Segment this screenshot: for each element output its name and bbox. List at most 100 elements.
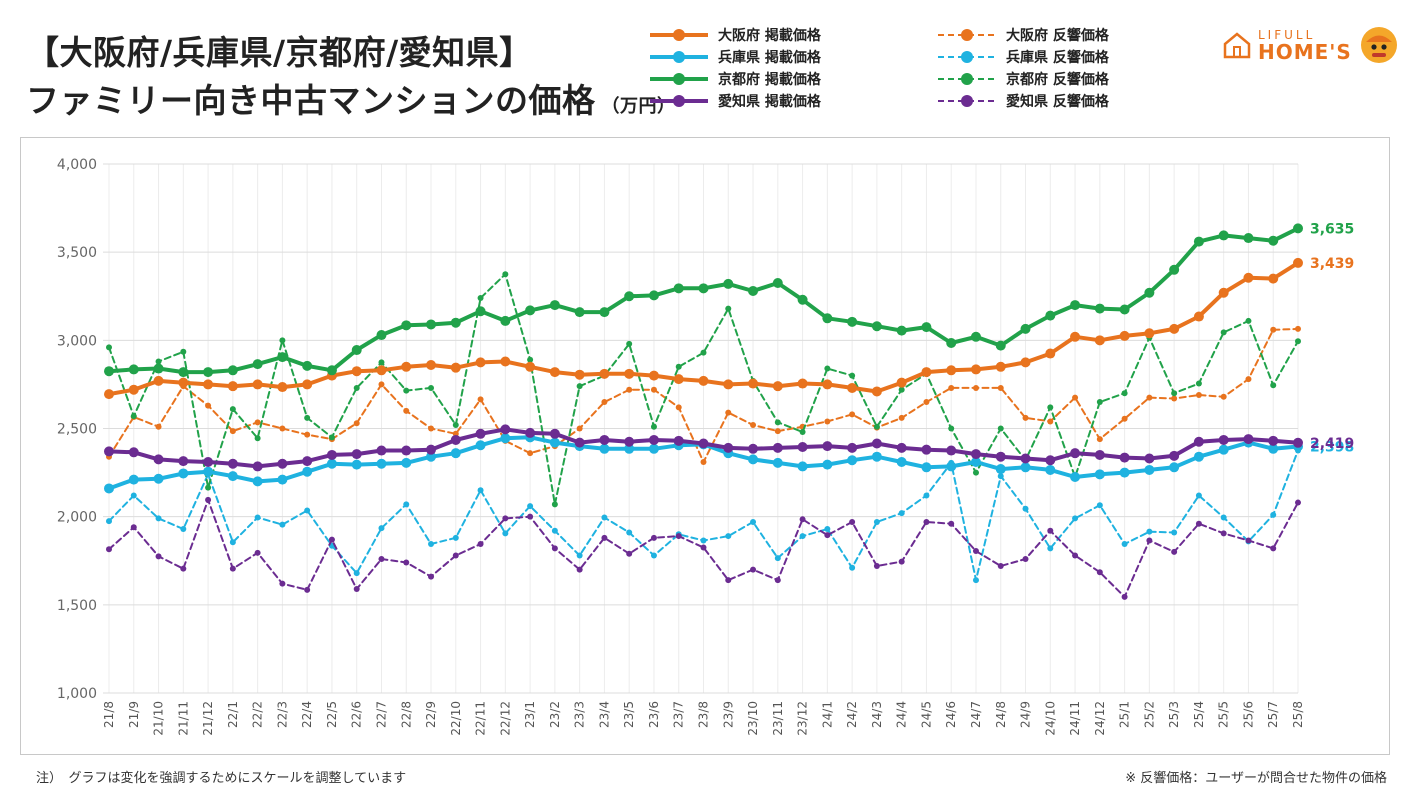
legend-item-aichi-inquiry[interactable]: 愛知県 反響価格: [936, 90, 1109, 112]
data-point: [1045, 348, 1056, 359]
data-point: [1169, 462, 1180, 473]
data-point: [923, 492, 930, 499]
x-tick-label: 23/3: [573, 701, 587, 728]
data-point: [153, 363, 164, 374]
x-tick-label: 22/10: [449, 701, 463, 736]
data-point: [847, 316, 858, 327]
data-point: [302, 466, 313, 477]
data-point: [328, 434, 335, 441]
x-tick-label: 23/9: [721, 701, 735, 728]
data-point: [1047, 418, 1054, 425]
legend-item-hyogo-inquiry[interactable]: 兵庫県 反響価格: [936, 46, 1109, 68]
data-point: [549, 428, 560, 439]
data-point: [130, 413, 137, 420]
data-point: [104, 446, 114, 457]
data-point: [822, 379, 833, 390]
data-point: [601, 514, 608, 521]
legend-swatch: [938, 51, 996, 63]
data-point: [277, 474, 288, 485]
data-point: [277, 382, 288, 393]
data-point: [849, 518, 856, 525]
data-point: [450, 317, 461, 328]
data-point: [799, 429, 806, 436]
data-point: [923, 399, 930, 406]
data-point: [426, 451, 437, 462]
data-point: [797, 294, 808, 305]
x-tick-label: 24/11: [1068, 701, 1082, 736]
legend-swatch: [938, 29, 996, 41]
data-point: [648, 443, 659, 454]
data-point: [797, 378, 808, 389]
data-point: [648, 434, 659, 445]
data-point: [574, 307, 585, 318]
legend-item-hyogo-listing[interactable]: 兵庫県 掲載価格: [648, 46, 821, 68]
data-point: [1193, 236, 1204, 247]
data-point: [549, 367, 560, 378]
data-point: [797, 461, 808, 472]
data-point: [401, 361, 412, 372]
data-point: [748, 378, 759, 389]
legend-item-kyoto-inquiry[interactable]: 京都府 反響価格: [936, 68, 1109, 90]
data-point: [378, 359, 385, 366]
data-point: [1094, 303, 1105, 314]
data-point: [1195, 492, 1202, 499]
data-point: [725, 577, 732, 584]
x-tick-label: 25/4: [1192, 701, 1206, 728]
x-tick-label: 23/2: [548, 701, 562, 728]
data-point: [624, 368, 635, 379]
data-point: [946, 365, 957, 376]
data-point: [648, 370, 659, 381]
data-point: [1119, 467, 1130, 478]
data-point: [948, 384, 955, 391]
data-point: [1121, 390, 1128, 397]
data-point: [675, 533, 682, 540]
data-point: [1270, 545, 1277, 552]
data-point: [203, 379, 214, 390]
data-point: [1295, 338, 1301, 345]
data-point: [675, 363, 682, 370]
data-point: [700, 459, 707, 466]
data-point: [376, 458, 387, 469]
x-tick-label: 23/10: [746, 701, 760, 736]
x-tick-label: 24/4: [895, 701, 909, 728]
data-point: [799, 516, 806, 523]
data-point: [849, 411, 856, 418]
data-point: [1045, 310, 1056, 321]
data-point: [351, 345, 362, 356]
data-point: [871, 386, 882, 397]
data-point: [698, 375, 709, 386]
data-point: [378, 555, 385, 562]
data-point: [1193, 311, 1204, 322]
data-point: [227, 365, 238, 376]
legend-item-kyoto-listing[interactable]: 京都府 掲載価格: [648, 68, 821, 90]
data-point: [477, 396, 484, 403]
data-point: [1022, 505, 1029, 512]
data-point: [599, 307, 610, 318]
legend-swatch: [650, 51, 708, 63]
x-tick-label: 22/12: [498, 701, 512, 736]
data-point: [353, 384, 360, 391]
data-point: [1022, 414, 1029, 421]
x-tick-label: 22/1: [226, 701, 240, 728]
data-point: [599, 434, 610, 445]
data-point: [1096, 502, 1103, 509]
data-point: [822, 459, 833, 470]
data-point: [1121, 593, 1128, 600]
data-point: [822, 441, 833, 452]
data-point: [1270, 382, 1277, 389]
data-point: [750, 421, 757, 428]
x-tick-label: 22/7: [374, 701, 388, 728]
legend-item-aichi-listing[interactable]: 愛知県 掲載価格: [648, 90, 821, 112]
legend-label: 兵庫県 掲載価格: [718, 50, 821, 66]
data-point: [1020, 357, 1031, 368]
legend-item-osaka-listing[interactable]: 大阪府 掲載価格: [648, 24, 821, 46]
legend-item-osaka-inquiry[interactable]: 大阪府 反響価格: [936, 24, 1109, 46]
data-point: [626, 529, 633, 536]
lifull-homes-logo[interactable]: LIFULL HOME'S: [1222, 24, 1402, 68]
data-point: [995, 451, 1006, 462]
data-point: [970, 364, 981, 375]
y-tick-label: 4,000: [57, 157, 97, 173]
legend-swatch: [650, 95, 708, 107]
data-point: [279, 425, 286, 432]
data-point: [153, 454, 164, 465]
